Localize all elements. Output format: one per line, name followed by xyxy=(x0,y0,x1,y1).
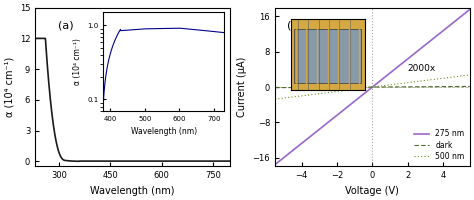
dark xyxy=(366,86,372,88)
dark xyxy=(365,86,370,88)
Text: 2000x: 2000x xyxy=(408,64,436,73)
275 nm xyxy=(432,36,438,39)
dark xyxy=(272,86,278,89)
500 nm xyxy=(467,74,473,76)
Y-axis label: α (10⁴ cm⁻¹): α (10⁴ cm⁻¹) xyxy=(4,57,14,117)
500 nm xyxy=(388,84,394,86)
275 nm xyxy=(365,90,370,92)
Line: dark: dark xyxy=(275,86,470,88)
Line: 275 nm: 275 nm xyxy=(275,9,470,165)
275 nm xyxy=(378,79,383,82)
dark xyxy=(378,86,383,88)
275 nm xyxy=(388,71,394,73)
dark xyxy=(432,85,438,88)
dark xyxy=(467,85,473,88)
500 nm xyxy=(365,86,370,89)
275 nm xyxy=(366,89,372,91)
500 nm xyxy=(378,85,383,87)
dark xyxy=(388,86,394,88)
Y-axis label: Current (μA): Current (μA) xyxy=(237,57,247,117)
Text: (b): (b) xyxy=(287,20,302,30)
Legend: 275 nm, dark, 500 nm: 275 nm, dark, 500 nm xyxy=(412,128,466,163)
500 nm xyxy=(366,86,372,89)
275 nm xyxy=(467,8,473,11)
500 nm xyxy=(462,74,468,77)
X-axis label: Wavelength (nm): Wavelength (nm) xyxy=(90,186,175,196)
275 nm xyxy=(272,163,278,166)
X-axis label: Voltage (V): Voltage (V) xyxy=(346,186,399,196)
500 nm xyxy=(272,98,278,100)
500 nm xyxy=(432,78,438,80)
Line: 500 nm: 500 nm xyxy=(275,75,470,99)
dark xyxy=(462,85,468,88)
Text: (a): (a) xyxy=(58,20,74,30)
275 nm xyxy=(462,12,468,14)
